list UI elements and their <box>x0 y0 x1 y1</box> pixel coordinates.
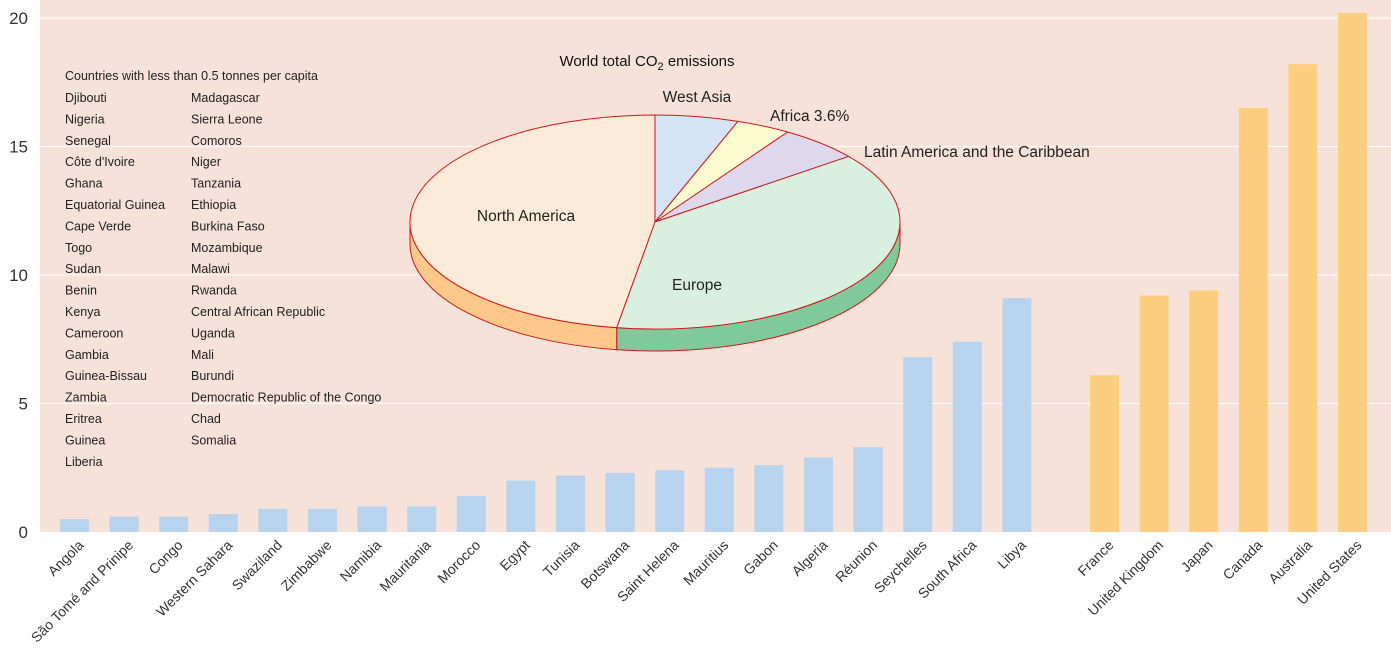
x-tick-label: Morocco <box>434 537 483 586</box>
x-tick-label: Angola <box>44 537 86 579</box>
legend-country: Guinea <box>65 433 105 447</box>
x-tick-label: Mauritius <box>680 537 731 588</box>
legend-country: Sierra Leone <box>191 112 263 126</box>
pie-slice-label: North America <box>477 208 576 225</box>
bar <box>804 457 833 532</box>
x-tick-label: Algeria <box>788 537 830 579</box>
x-tick-label: Swaziland <box>229 537 285 593</box>
x-tick-label: Mauritania <box>376 537 434 595</box>
y-tick-label: 10 <box>9 266 28 285</box>
bar <box>456 496 486 532</box>
legend-country: Togo <box>65 241 92 255</box>
x-tick-label: Congo <box>145 537 186 578</box>
bar <box>258 508 288 532</box>
bar <box>1189 290 1219 532</box>
legend-country: Côte d'Ivoire <box>65 155 135 169</box>
x-tick-label: Libya <box>994 537 1029 572</box>
bar <box>1139 295 1169 532</box>
y-tick-label: 15 <box>9 138 28 157</box>
bar <box>1002 298 1032 532</box>
legend-country: Eritrea <box>65 412 102 426</box>
bar <box>556 475 585 532</box>
bar <box>1238 107 1268 532</box>
pie-title: World total CO2 emissions <box>559 53 734 73</box>
legend-country: Mozambique <box>191 241 263 255</box>
x-tick-label: Namibia <box>337 537 385 585</box>
bar <box>308 508 337 532</box>
legend-country: Mali <box>191 348 214 362</box>
y-tick-label: 5 <box>19 395 28 414</box>
pie-slice-label: Africa 3.6% <box>770 108 849 125</box>
legend-country: Ghana <box>65 177 103 191</box>
legend-country: Nigeria <box>65 112 105 126</box>
legend-country: Ethiopia <box>191 198 236 212</box>
legend-heading: Countries with less than 0.5 tonnes per … <box>65 69 318 83</box>
x-tick-label: Zimbabwe <box>278 537 335 594</box>
legend-country: Madagascar <box>191 91 260 105</box>
legend-country: Equatorial Guinea <box>65 198 165 212</box>
x-tick-label: Canada <box>1219 537 1265 583</box>
legend-country: Djibouti <box>65 91 107 105</box>
x-tick-label: Australia <box>1265 537 1315 587</box>
pie-slice-label: Latin America and the Caribbean <box>864 144 1090 161</box>
legend-country: Liberia <box>65 455 103 469</box>
bar <box>506 480 536 532</box>
x-tick-label: Gabon <box>740 537 781 578</box>
bar <box>159 516 189 532</box>
bar <box>903 357 933 532</box>
legend-country: Comoros <box>191 134 242 148</box>
legend-country: Tanzania <box>191 177 241 191</box>
legend-country: Cape Verde <box>65 219 131 233</box>
legend-country: Senegal <box>65 134 111 148</box>
bar <box>1090 375 1119 532</box>
legend-country: Guinea-Bissau <box>65 369 147 383</box>
legend-country: Zambia <box>65 391 107 405</box>
legend-country: Uganda <box>191 326 235 340</box>
x-tick-label: France <box>1074 537 1116 579</box>
x-tick-label: Egypt <box>496 537 533 574</box>
y-tick-label: 0 <box>19 523 28 542</box>
legend-country: Niger <box>191 155 221 169</box>
bar <box>60 519 89 532</box>
legend-country: Chad <box>191 412 221 426</box>
legend-country: Sudan <box>65 262 101 276</box>
pie-slice-label: Europe <box>672 277 722 294</box>
legend-country: Benin <box>65 284 97 298</box>
bar <box>605 472 635 532</box>
y-tick-label: 20 <box>9 9 28 28</box>
x-tick-label: Japan <box>1178 537 1216 575</box>
pie-slice-label: West Asia <box>663 89 732 106</box>
bar <box>952 341 982 532</box>
legend-country: Rwanda <box>191 284 237 298</box>
x-tick-label: Tunisia <box>540 537 583 580</box>
x-tick-label: Réunion <box>832 537 880 585</box>
bar <box>754 465 784 532</box>
legend-country: Burundi <box>191 369 234 383</box>
bar <box>853 447 883 532</box>
bar <box>655 470 685 532</box>
bar <box>109 516 139 532</box>
legend-country: Gambia <box>65 348 109 362</box>
bar <box>357 506 387 532</box>
pie-slice <box>615 155 901 330</box>
bar <box>407 506 437 532</box>
pie-slice <box>409 114 656 329</box>
bar <box>1338 12 1367 533</box>
legend-country: Burkina Faso <box>191 219 265 233</box>
bar <box>1288 64 1318 532</box>
legend-country: Cameroon <box>65 326 123 340</box>
legend-country: Central African Republic <box>191 305 325 319</box>
legend-country: Somalia <box>191 433 236 447</box>
legend-country: Malawi <box>191 262 230 276</box>
x-tick-label: São Tomé and Prinipe <box>28 537 137 646</box>
bar <box>208 514 238 532</box>
legend-country: Democratic Republic of the Congo <box>191 391 381 405</box>
bar <box>704 467 734 532</box>
legend-country: Kenya <box>65 305 100 319</box>
